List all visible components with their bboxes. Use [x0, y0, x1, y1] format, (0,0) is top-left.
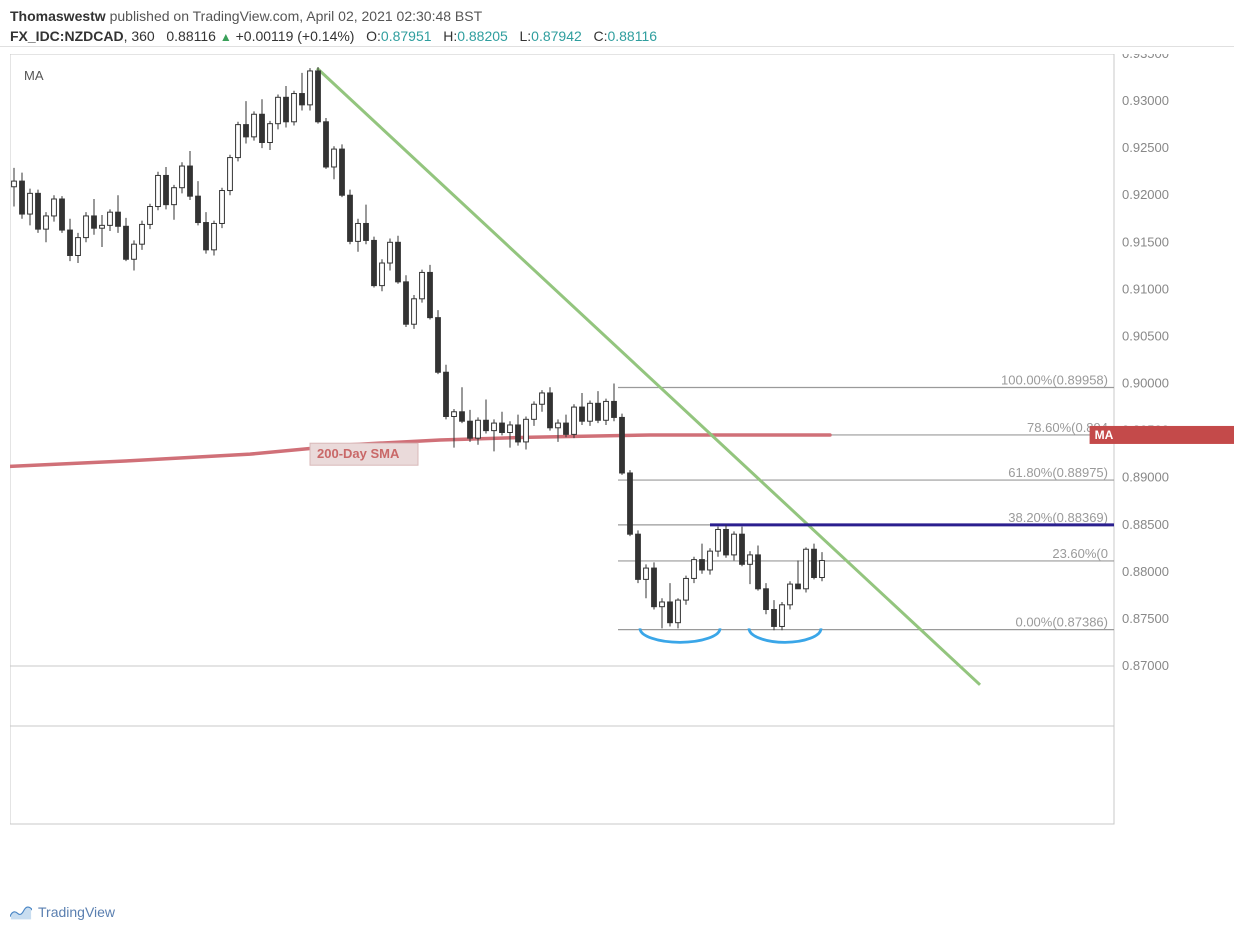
svg-text:0.89000: 0.89000: [1122, 470, 1169, 485]
svg-text:0.92000: 0.92000: [1122, 187, 1169, 202]
svg-text:0.88000: 0.88000: [1122, 564, 1169, 579]
svg-text:MA: MA: [24, 68, 44, 83]
svg-text:0.90000: 0.90000: [1122, 376, 1169, 391]
svg-text:MA: MA: [1095, 428, 1114, 442]
svg-text:0.87500: 0.87500: [1122, 611, 1169, 626]
svg-text:0.91000: 0.91000: [1122, 281, 1169, 296]
brand-text: TradingView: [38, 904, 115, 920]
brand-footer: TradingView: [10, 904, 115, 920]
svg-text:23.60%(0: 23.60%(0: [1052, 546, 1108, 561]
svg-text:0.93000: 0.93000: [1122, 93, 1169, 108]
svg-text:0.88500: 0.88500: [1122, 517, 1169, 532]
publish-line: Thomaswestw published on TradingView.com…: [10, 8, 1224, 24]
symbol-info-line: FX_IDC:NZDCAD, 360 0.88116 ▲ +0.00119 (+…: [10, 28, 1224, 44]
svg-text:0.92500: 0.92500: [1122, 140, 1169, 155]
username: Thomaswestw: [10, 8, 106, 24]
tradingview-logo-icon: [10, 904, 32, 920]
svg-text:0.90500: 0.90500: [1122, 328, 1169, 343]
svg-text:61.80%(0.88975): 61.80%(0.88975): [1008, 465, 1108, 480]
svg-text:0.91500: 0.91500: [1122, 234, 1169, 249]
svg-text:0.00%(0.87386): 0.00%(0.87386): [1015, 615, 1108, 630]
chart-header: Thomaswestw published on TradingView.com…: [0, 0, 1234, 47]
svg-text:200-Day SMA: 200-Day SMA: [317, 446, 400, 461]
svg-text:100.00%(0.89958): 100.00%(0.89958): [1001, 372, 1108, 387]
svg-text:0.93500: 0.93500: [1122, 54, 1169, 61]
svg-text:0.87000: 0.87000: [1122, 658, 1169, 673]
chart-zone[interactable]: 0.93500 0.93000 0.92500 0.92000 0.91500 0.910…: [10, 54, 1234, 886]
svg-text:38.20%(0.88369): 38.20%(0.88369): [1008, 510, 1108, 525]
